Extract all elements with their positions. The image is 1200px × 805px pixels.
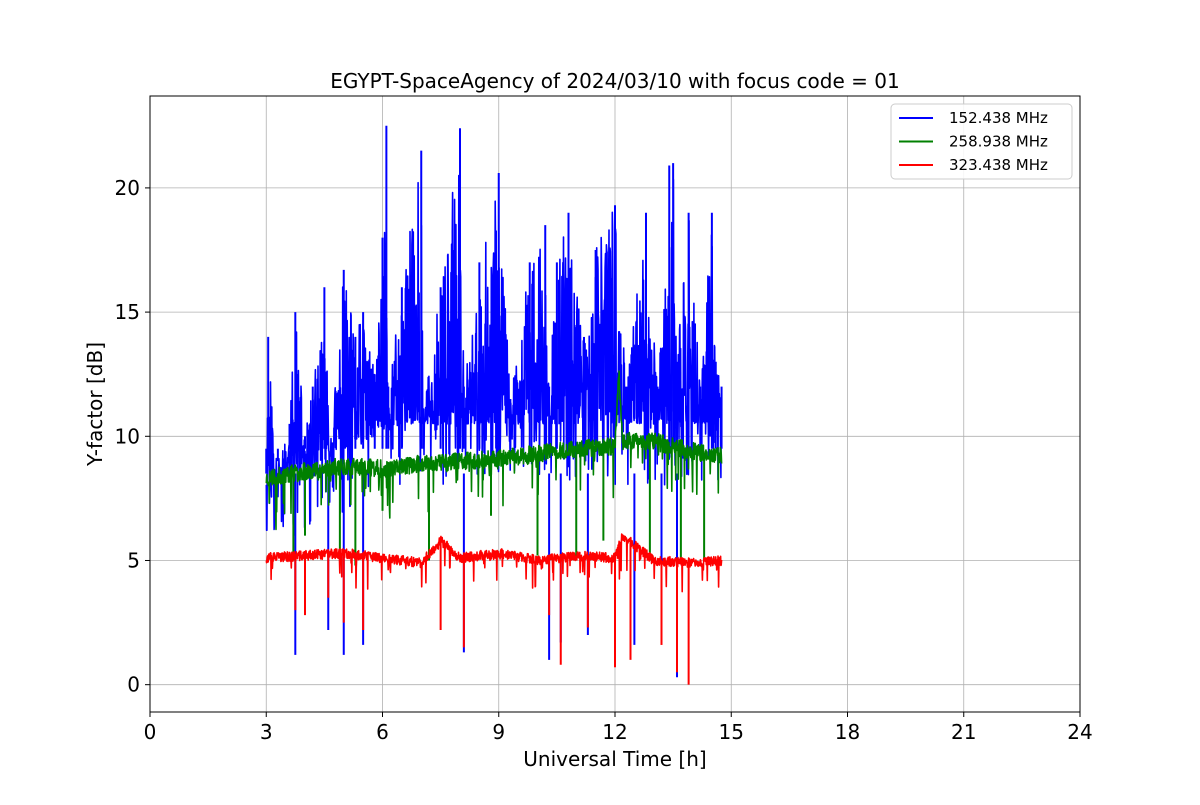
- chart-title: EGYPT-SpaceAgency of 2024/03/10 with foc…: [330, 69, 899, 93]
- x-tick-label: 18: [835, 720, 860, 744]
- legend-label: 323.438 MHz: [949, 156, 1048, 174]
- y-tick-label: 5: [127, 548, 140, 572]
- series-lines: [265, 125, 723, 685]
- legend-label: 258.938 MHz: [949, 133, 1048, 151]
- y-axis-label: Y-factor [dB]: [83, 342, 107, 467]
- x-axis-label: Universal Time [h]: [523, 747, 706, 771]
- legend-frame: [890, 103, 1073, 180]
- series-line: [265, 533, 723, 593]
- y-tick-label: 0: [127, 673, 140, 697]
- x-tick-label: 12: [602, 720, 627, 744]
- x-tick-label: 0: [144, 720, 157, 744]
- x-tick-label: 9: [492, 720, 505, 744]
- x-tick-label: 15: [719, 720, 744, 744]
- legend: 152.438 MHz 258.938 MHz 323.438 MHz: [890, 103, 1073, 180]
- x-tick-label: 24: [1067, 720, 1092, 744]
- y-tick-label: 15: [115, 300, 140, 324]
- y-tick-label: 20: [115, 176, 140, 200]
- legend-label: 152.438 MHz: [949, 109, 1048, 127]
- series-323-438-MHz: [265, 533, 723, 685]
- x-tick-label: 6: [376, 720, 389, 744]
- series-line: [265, 370, 723, 531]
- x-tick-label: 3: [260, 720, 273, 744]
- axis-ticks: 0 3 6 9 12 15 18 21 24 0 5 10 15 20: [115, 176, 1093, 744]
- x-tick-label: 21: [951, 720, 976, 744]
- y-tick-label: 10: [115, 424, 140, 448]
- series-258-938-MHz: [265, 370, 723, 566]
